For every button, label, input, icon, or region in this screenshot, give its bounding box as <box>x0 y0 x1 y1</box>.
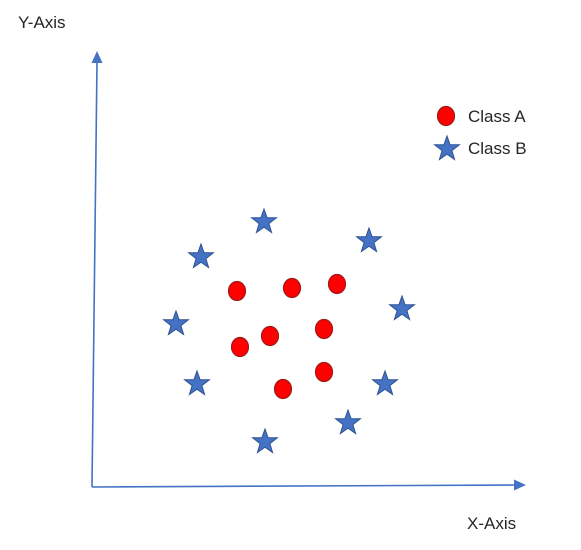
class-b-point <box>372 370 398 395</box>
class-b-point <box>188 243 214 268</box>
class-a-points <box>227 273 347 400</box>
legend-label-class-a: Class A <box>468 107 526 126</box>
class-a-point <box>230 336 250 358</box>
class-b-point <box>163 310 189 335</box>
class-b-point <box>251 208 277 233</box>
legend: Class A Class B <box>434 105 527 160</box>
class-a-point <box>227 280 247 302</box>
legend-item-class-a: Class A <box>436 105 526 127</box>
y-axis-label: Y-Axis <box>18 13 66 32</box>
class-a-point <box>260 325 280 347</box>
x-axis-label: X-Axis <box>467 514 516 533</box>
class-b-point <box>389 295 415 320</box>
class-b-point <box>356 227 382 252</box>
class-a-marker <box>436 105 456 127</box>
class-b-point <box>252 428 278 453</box>
class-b-points <box>163 208 415 453</box>
class-a-point <box>327 273 347 295</box>
y-axis <box>91 51 103 488</box>
class-b-marker <box>434 135 460 160</box>
x-axis <box>91 479 526 491</box>
legend-item-class-b: Class B <box>434 135 527 160</box>
class-b-point <box>184 370 210 395</box>
class-a-point <box>273 378 293 400</box>
class-a-point <box>314 318 334 340</box>
class-b-point <box>335 409 361 434</box>
legend-label-class-b: Class B <box>468 139 527 158</box>
class-a-point <box>282 277 302 299</box>
class-a-point <box>314 361 334 383</box>
